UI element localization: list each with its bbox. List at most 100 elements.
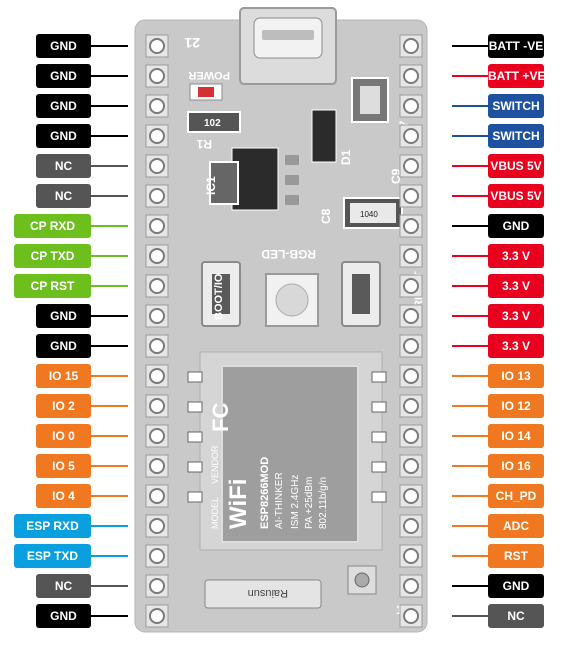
left-pin-label: IO 5 <box>36 454 91 478</box>
right-pin-label: 3.3 V <box>488 274 544 298</box>
left-pin-11-hole <box>149 338 165 354</box>
left-pin-label: IO 4 <box>36 484 91 508</box>
left-pin-1-hole <box>149 38 165 54</box>
left-pin-label: NC <box>36 184 91 208</box>
right-pin-label: IO 12 <box>488 394 544 418</box>
silk-102: 102 <box>204 118 221 129</box>
right-pin-label: GND <box>488 574 544 598</box>
right-pin-20-hole <box>403 608 419 624</box>
left-pin-6-hole <box>149 188 165 204</box>
left-pin-19-hole <box>149 578 165 594</box>
diode-d1 <box>311 109 337 163</box>
right-pin-4-hole <box>403 128 419 144</box>
module-text-3: ISM 2.4GHz <box>290 475 301 529</box>
right-pin-18-hole <box>403 548 419 564</box>
right-pin-12-hole <box>403 368 419 384</box>
right-pin-label: ADC <box>488 514 544 538</box>
antenna-brand: Raiusun <box>248 587 288 599</box>
right-pin-label: GND <box>488 214 544 238</box>
left-pin-label: GND <box>36 124 91 148</box>
right-pin-14-hole <box>403 428 419 444</box>
silk-c8: C8 <box>319 208 333 224</box>
left-pin-13-hole <box>149 398 165 414</box>
left-pin-label: GND <box>36 334 91 358</box>
left-pin-16-hole <box>149 488 165 504</box>
left-pin-label: NC <box>36 574 91 598</box>
left-pin-label: CP TXD <box>14 244 91 268</box>
left-pin-label: IO 15 <box>36 364 91 388</box>
right-pin-label: 3.3 V <box>488 244 544 268</box>
silk-rgb-led: RGB-LED <box>261 247 316 261</box>
left-pin-label: CP RXD <box>14 214 91 238</box>
right-pin-label: 3.3 V <box>488 334 544 358</box>
left-pin-label: IO 0 <box>36 424 91 448</box>
right-pin-2-hole <box>403 68 419 84</box>
module-text-5: 802.11b/g/n <box>318 477 329 529</box>
left-pin-18-hole <box>149 548 165 564</box>
right-pin-label: VBUS 5V <box>488 184 544 208</box>
right-pin-label: RST <box>488 544 544 568</box>
module-fc: FC <box>208 403 233 432</box>
left-pin-17-hole <box>149 518 165 534</box>
right-pin-6-hole <box>403 188 419 204</box>
esp-shield <box>221 365 359 543</box>
module-model: MODEL <box>210 497 220 529</box>
right-pin-label: CH_PD <box>488 484 544 508</box>
header-pins <box>145 34 423 628</box>
right-pin-label: VBUS 5V <box>488 154 544 178</box>
right-pin-1-hole <box>403 38 419 54</box>
left-pin-label: GND <box>36 64 91 88</box>
right-pin-label: SWITCH <box>488 94 544 118</box>
right-pin-label: 3.3 V <box>488 304 544 328</box>
right-pin-label: BATT +VE <box>488 64 545 88</box>
silk-boot-io: BOOT/IO <box>213 273 225 320</box>
silk-d1: D1 <box>339 149 353 165</box>
left-pin-10-hole <box>149 308 165 324</box>
left-pin-label: GND <box>36 34 91 58</box>
left-pin-label: ESP RXD <box>14 514 91 538</box>
left-pin-label: GND <box>36 604 91 628</box>
left-pin-label: ESP TXD <box>14 544 91 568</box>
left-pin-label: CP RST <box>14 274 91 298</box>
right-pin-19-hole <box>403 578 419 594</box>
right-pin-label: BATT -VE <box>488 34 544 58</box>
left-pin-label: NC <box>36 154 91 178</box>
pin-leader-lines <box>91 45 488 617</box>
silk-r1: R1 <box>196 137 212 151</box>
right-pin-11-hole <box>403 338 419 354</box>
left-pin-2-hole <box>149 68 165 84</box>
module-text-1: ESP8266MOD <box>259 457 271 529</box>
left-pin-label: GND <box>36 304 91 328</box>
right-pin-label: IO 13 <box>488 364 544 388</box>
right-pin-17-hole <box>403 518 419 534</box>
left-pin-label: IO 2 <box>36 394 91 418</box>
right-pin-3-hole <box>403 98 419 114</box>
silk-1040: 1040 <box>360 210 378 219</box>
left-pin-8-hole <box>149 248 165 264</box>
right-pin-7-hole <box>403 218 419 234</box>
module-vendor: VENDOR <box>210 445 220 484</box>
left-pin-3-hole <box>149 98 165 114</box>
left-pin-9-hole <box>149 278 165 294</box>
right-pin-16-hole <box>403 488 419 504</box>
left-pin-20-hole <box>149 608 165 624</box>
left-pin-12-hole <box>149 368 165 384</box>
module-wifi-logo: WiFi <box>225 479 252 529</box>
right-pin-5-hole <box>403 158 419 174</box>
right-pin-label: SWITCH <box>488 124 544 148</box>
right-pin-label: IO 14 <box>488 424 544 448</box>
resistor-r1 <box>187 111 241 133</box>
right-pin-15-hole <box>403 458 419 474</box>
right-pin-9-hole <box>403 278 419 294</box>
module-text-2: AI-THINKER <box>274 472 285 529</box>
right-pin-13-hole <box>403 398 419 414</box>
silk-power: POWER <box>188 69 230 81</box>
right-pin-label: NC <box>488 604 544 628</box>
left-pin-14-hole <box>149 428 165 444</box>
left-pin-5-hole <box>149 158 165 174</box>
right-pin-label: IO 16 <box>488 454 544 478</box>
module-text-4: PA +25dBm <box>304 477 315 529</box>
left-pin-7-hole <box>149 218 165 234</box>
right-pin-8-hole <box>403 248 419 264</box>
